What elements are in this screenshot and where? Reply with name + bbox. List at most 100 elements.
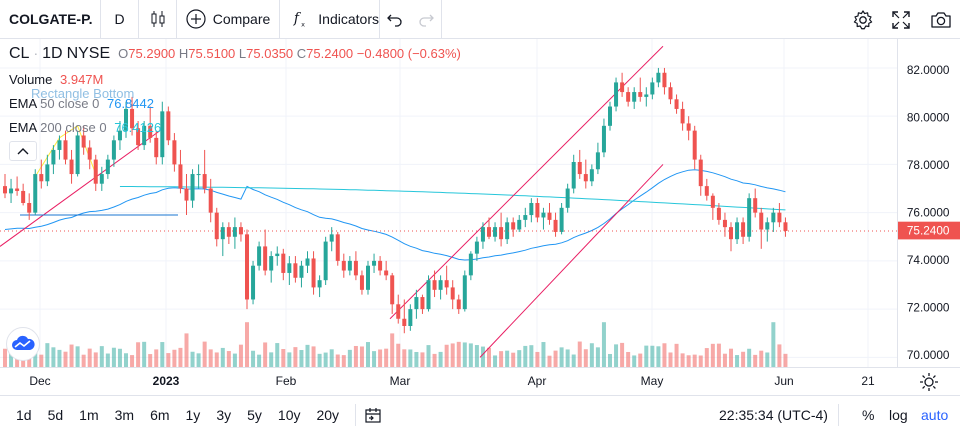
candle-body bbox=[493, 227, 498, 237]
candle-body bbox=[341, 260, 346, 271]
rectangle-drawing-label[interactable]: Rectangle Bottom bbox=[31, 86, 135, 101]
candle-body bbox=[402, 318, 407, 326]
indicators-button[interactable]: f x Indicators bbox=[280, 0, 380, 39]
volume-value: 3.947M bbox=[60, 72, 104, 87]
volume-bar bbox=[541, 342, 546, 367]
settings-button[interactable] bbox=[845, 0, 881, 39]
range-button-5d[interactable]: 5d bbox=[47, 406, 64, 423]
time-tick-label: Jun bbox=[774, 374, 793, 388]
candle-body bbox=[51, 149, 56, 165]
undo-icon[interactable] bbox=[386, 10, 404, 28]
fullscreen-button[interactable] bbox=[883, 0, 919, 39]
interval-label: D bbox=[114, 11, 125, 27]
range-button-10y[interactable]: 10y bbox=[277, 406, 301, 423]
screenshot-button[interactable] bbox=[921, 0, 960, 39]
candle-body bbox=[347, 260, 352, 271]
volume-bar bbox=[124, 353, 128, 367]
candle-body bbox=[408, 309, 413, 326]
volume-legend[interactable]: Volume 3.947M bbox=[9, 72, 104, 87]
bottom-toolbar: 1d 5d 1m 3m 6m 1y 3y 5y 10y 20y 22:35:34 (UTC-4) … bbox=[0, 395, 960, 433]
volume-bar bbox=[81, 354, 86, 367]
volume-bar bbox=[432, 353, 437, 367]
volume-bar bbox=[735, 355, 740, 367]
chart-type-button[interactable] bbox=[139, 0, 177, 39]
candle-body bbox=[559, 207, 564, 232]
ema50-legend[interactable]: EMA 50 close 0 76.8442 bbox=[9, 96, 154, 111]
candle-body bbox=[474, 241, 479, 254]
candle-body bbox=[390, 275, 395, 305]
candle-body bbox=[487, 227, 491, 237]
ema200-legend[interactable]: EMA 200 close 0 76.4126 bbox=[9, 120, 162, 135]
range-button-5y[interactable]: 5y bbox=[247, 406, 262, 423]
candle-body bbox=[353, 260, 358, 276]
volume-bar bbox=[577, 341, 582, 367]
volume-bar bbox=[583, 349, 588, 367]
volume-bar bbox=[505, 350, 510, 367]
interval-button[interactable]: D bbox=[101, 0, 139, 39]
volume-bar bbox=[595, 347, 600, 367]
axis-settings-button[interactable] bbox=[919, 372, 939, 392]
volume-bar bbox=[765, 352, 770, 367]
volume-bar bbox=[87, 348, 92, 367]
time-tick-label: 21 bbox=[861, 374, 875, 388]
symbol-search-button[interactable]: COLGATE-P. bbox=[0, 0, 101, 39]
candle-body bbox=[668, 87, 673, 100]
volume-bar bbox=[626, 351, 631, 367]
percent-toggle[interactable]: % bbox=[862, 406, 875, 423]
plus-circle-icon bbox=[186, 9, 206, 29]
volume-bar bbox=[553, 350, 558, 367]
candle-body bbox=[190, 174, 195, 201]
range-button-3m[interactable]: 3m bbox=[114, 406, 135, 423]
volume-bar bbox=[130, 355, 135, 367]
candle-body bbox=[710, 195, 715, 208]
candle-body bbox=[783, 222, 788, 231]
candle-body bbox=[99, 174, 104, 184]
volume-bar bbox=[33, 348, 38, 367]
svg-text:f: f bbox=[293, 10, 302, 26]
volume-bar bbox=[93, 352, 98, 367]
gear-icon bbox=[853, 9, 873, 29]
candle-body bbox=[359, 275, 364, 290]
clock[interactable]: 22:35:34 (UTC-4) bbox=[719, 406, 828, 423]
volume-bar bbox=[238, 344, 243, 367]
tradingview-logo[interactable] bbox=[6, 327, 40, 361]
redo-icon[interactable] bbox=[417, 10, 435, 28]
candle-body bbox=[753, 198, 758, 213]
candle-body bbox=[462, 275, 467, 310]
time-axis[interactable]: Dec 2023 Feb Mar Apr May Jun 21 bbox=[0, 367, 960, 395]
volume-bar bbox=[178, 347, 183, 367]
volume-bar bbox=[111, 347, 116, 367]
candle-body bbox=[117, 130, 122, 141]
candle-body bbox=[499, 227, 504, 240]
range-button-1d[interactable]: 1d bbox=[16, 406, 32, 423]
compare-button[interactable]: Compare bbox=[177, 0, 280, 39]
candle-body bbox=[480, 227, 485, 242]
candle-body bbox=[729, 227, 733, 240]
price-chart[interactable] bbox=[0, 39, 897, 367]
volume-bar bbox=[15, 354, 20, 367]
log-toggle[interactable]: log bbox=[889, 406, 908, 423]
auto-toggle[interactable]: auto bbox=[921, 406, 949, 423]
range-button-1y[interactable]: 1y bbox=[185, 406, 201, 423]
legend-collapse-button[interactable] bbox=[9, 141, 37, 161]
candle-body bbox=[468, 253, 473, 276]
volume-bar bbox=[747, 348, 752, 367]
range-button-6m[interactable]: 6m bbox=[150, 406, 170, 423]
volume-bar bbox=[608, 353, 612, 367]
date-range-button[interactable] bbox=[364, 406, 382, 424]
price-axis[interactable]: 82.0000 80.0000 78.0000 76.0000 74.0000 72.00… bbox=[897, 39, 960, 367]
volume-bar bbox=[517, 350, 522, 367]
volume-bar bbox=[722, 353, 727, 367]
range-button-3y[interactable]: 3y bbox=[216, 406, 232, 423]
volume-bar bbox=[220, 347, 225, 367]
range-button-1m[interactable]: 1m bbox=[79, 406, 99, 423]
price-tick-label: 70.0000 bbox=[907, 348, 950, 362]
symbol-label: COLGATE-P. bbox=[9, 11, 93, 27]
volume-bar bbox=[450, 343, 455, 367]
legend-exchange: NYSE bbox=[66, 45, 111, 62]
candle-body bbox=[505, 222, 510, 240]
range-button-20y[interactable]: 20y bbox=[316, 406, 340, 423]
volume-bar bbox=[716, 343, 721, 367]
candle-body bbox=[57, 140, 62, 150]
candle-body bbox=[632, 92, 637, 102]
